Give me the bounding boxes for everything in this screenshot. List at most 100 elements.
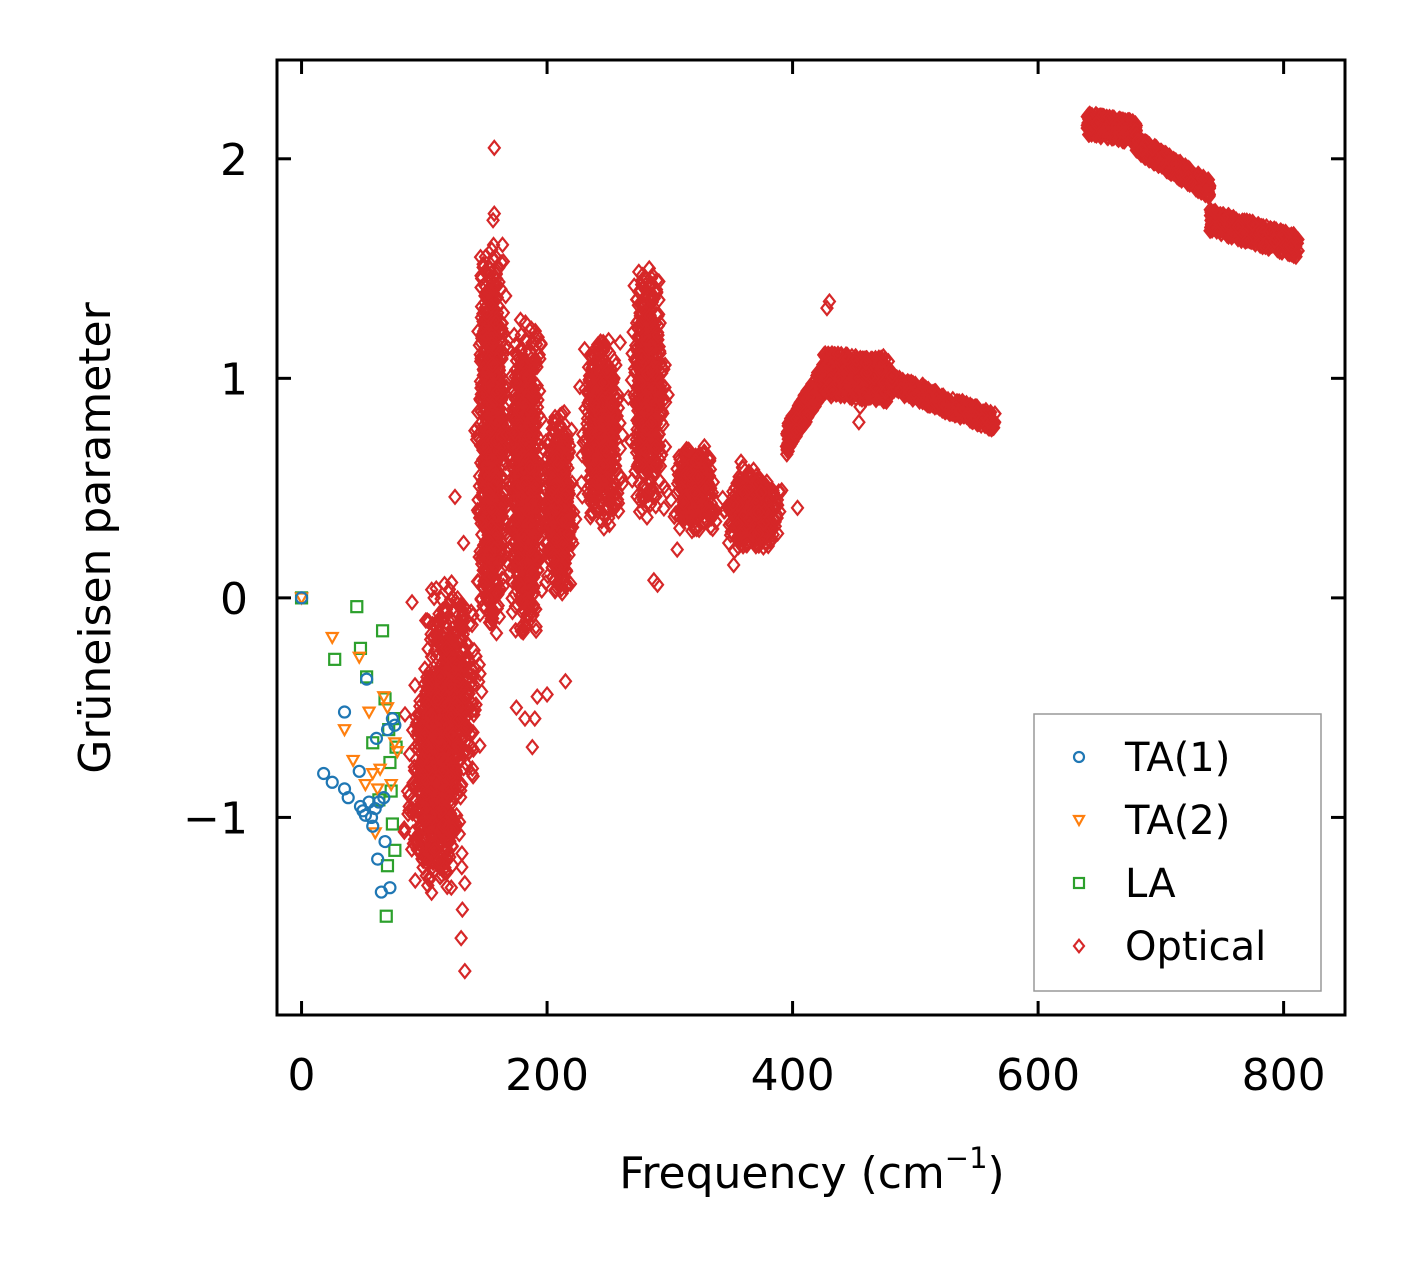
- optical-point: [440, 878, 455, 896]
- optical-point: [502, 555, 516, 573]
- optical-point: [430, 731, 445, 749]
- optical-point: [430, 612, 445, 630]
- optical-point: [438, 752, 453, 770]
- optical-point: [475, 386, 489, 404]
- optical-point: [491, 584, 505, 602]
- optical-point: [452, 739, 467, 757]
- optical-point: [453, 788, 468, 806]
- optical-point: [442, 832, 457, 850]
- optical-point: [485, 603, 500, 621]
- optical-point: [480, 262, 494, 281]
- optical-point: [467, 641, 481, 659]
- optical-point: [420, 784, 434, 802]
- optical-point: [416, 858, 431, 877]
- optical-point: [441, 696, 456, 714]
- optical-point: [465, 765, 480, 783]
- optical-point: [473, 437, 488, 455]
- optical-point: [474, 514, 489, 533]
- optical-point: [442, 769, 457, 788]
- optical-point: [489, 523, 504, 541]
- optical-point: [456, 625, 471, 643]
- optical-point: [483, 481, 497, 500]
- optical-point: [484, 335, 499, 353]
- optical-point: [495, 570, 509, 588]
- optical-point: [421, 640, 436, 658]
- optical-point: [485, 461, 500, 479]
- optical-point: [411, 839, 426, 857]
- optical-point: [495, 314, 510, 332]
- optical-point: [424, 581, 439, 599]
- optical-point: [422, 868, 437, 886]
- optical-point: [424, 625, 439, 643]
- optical-point: [406, 778, 421, 796]
- optical-point: [456, 656, 471, 675]
- optical-point: [451, 711, 466, 729]
- optical-point: [410, 723, 425, 741]
- optical-point: [420, 678, 435, 696]
- optical-point: [461, 743, 476, 761]
- optical-point: [434, 856, 449, 874]
- optical-point: [529, 617, 543, 636]
- optical-point: [496, 252, 511, 271]
- optical-point: [498, 287, 513, 305]
- optical-point: [494, 332, 509, 350]
- optical-point: [465, 759, 480, 778]
- optical-point: [485, 432, 500, 450]
- optical-point: [435, 712, 450, 731]
- data-markers: [294, 105, 1306, 980]
- optical-point: [424, 715, 439, 733]
- optical-point: [442, 788, 457, 806]
- optical-point: [481, 488, 496, 507]
- optical-point: [494, 407, 509, 425]
- optical-point: [417, 718, 432, 736]
- optical-point: [405, 804, 420, 822]
- optical-point: [430, 634, 445, 652]
- optical-point: [422, 871, 437, 889]
- optical-point: [408, 708, 423, 726]
- optical-point: [429, 579, 444, 598]
- optical-point: [424, 707, 439, 725]
- optical-point: [468, 701, 483, 719]
- optical-point: [433, 667, 447, 685]
- optical-point: [482, 282, 497, 300]
- optical-point: [485, 451, 500, 470]
- optical-point: [415, 751, 430, 770]
- optical-point: [485, 501, 500, 519]
- optical-point: [420, 611, 435, 630]
- optical-point: [439, 639, 454, 658]
- optical-point: [398, 705, 412, 723]
- optical-point: [491, 581, 506, 600]
- optical-point: [492, 554, 506, 572]
- optical-point: [423, 661, 438, 680]
- optical-point: [445, 747, 460, 765]
- optical-point: [444, 573, 459, 592]
- optical-point: [419, 771, 434, 790]
- optical-point: [466, 723, 480, 741]
- optical-point: [420, 876, 435, 895]
- optical-point: [481, 336, 496, 354]
- optical-point: [459, 719, 473, 737]
- optical-point: [489, 384, 504, 402]
- optical-point: [427, 841, 442, 859]
- optical-point: [442, 724, 457, 742]
- optical-point: [442, 678, 457, 696]
- optical-point: [529, 622, 543, 640]
- optical-point: [435, 751, 450, 769]
- optical-point: [434, 790, 449, 808]
- optical-point: [469, 647, 483, 665]
- optical-point: [461, 670, 476, 688]
- optical-point: [455, 639, 470, 657]
- optical-point: [488, 276, 503, 295]
- optical-point: [440, 818, 455, 837]
- optical-point: [420, 793, 435, 811]
- optical-point: [443, 673, 458, 691]
- optical-point: [476, 438, 491, 456]
- optical-point: [431, 690, 445, 708]
- optical-point: [464, 673, 479, 691]
- optical-point: [449, 778, 463, 796]
- optical-point: [480, 385, 494, 403]
- optical-point: [434, 802, 449, 820]
- optical-point: [505, 603, 520, 621]
- series-optical: [397, 105, 1306, 980]
- optical-point: [484, 297, 498, 316]
